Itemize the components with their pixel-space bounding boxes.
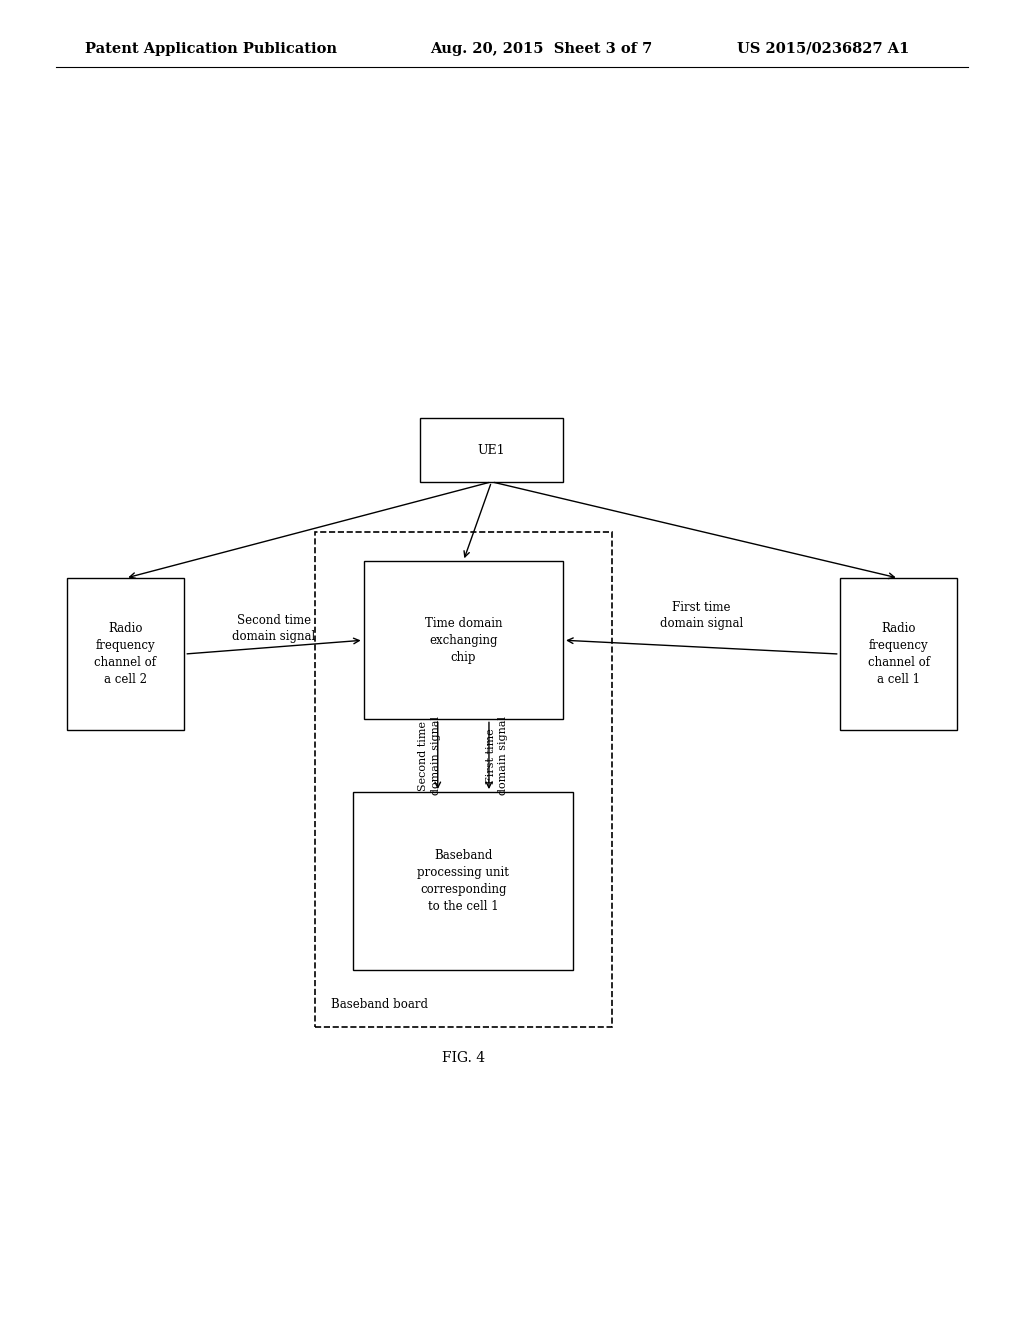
Bar: [353, 792, 573, 970]
Text: Baseband board: Baseband board: [331, 998, 428, 1011]
Bar: [67, 578, 184, 730]
Text: Aug. 20, 2015  Sheet 3 of 7: Aug. 20, 2015 Sheet 3 of 7: [430, 42, 652, 55]
Text: Time domain
exchanging
chip: Time domain exchanging chip: [425, 616, 502, 664]
Text: Second time
domain signal: Second time domain signal: [232, 615, 315, 643]
Bar: [315, 532, 612, 1027]
Text: Patent Application Publication: Patent Application Publication: [85, 42, 337, 55]
Text: US 2015/0236827 A1: US 2015/0236827 A1: [737, 42, 909, 55]
Text: Radio
frequency
channel of
a cell 2: Radio frequency channel of a cell 2: [94, 622, 157, 686]
Text: UE1: UE1: [478, 444, 505, 457]
Text: Radio
frequency
channel of
a cell 1: Radio frequency channel of a cell 1: [867, 622, 930, 686]
Bar: [420, 418, 563, 482]
Text: Baseband
processing unit
corresponding
to the cell 1: Baseband processing unit corresponding t…: [418, 849, 509, 913]
Text: First time
domain signal: First time domain signal: [659, 601, 743, 630]
Text: First time
domain signal: First time domain signal: [486, 717, 508, 795]
Bar: [364, 561, 563, 719]
Text: Second time
domain signal: Second time domain signal: [419, 717, 440, 795]
Bar: [840, 578, 957, 730]
Text: FIG. 4: FIG. 4: [442, 1051, 485, 1065]
